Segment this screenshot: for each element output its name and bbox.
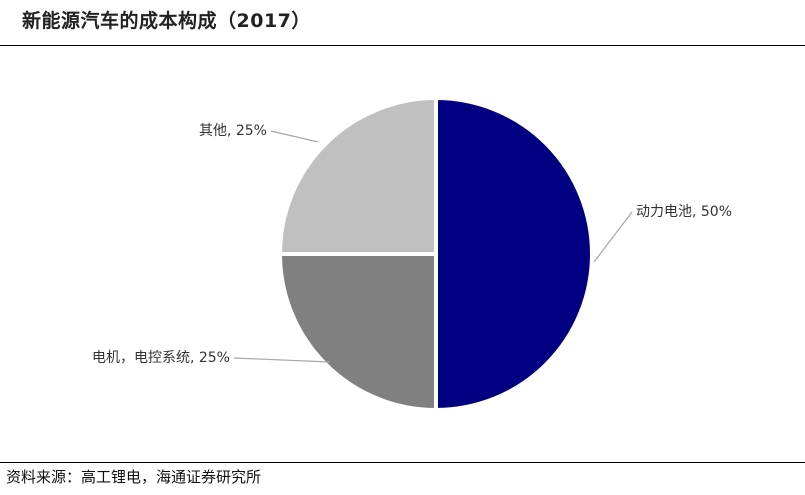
- pie-slices: [277, 95, 594, 413]
- leader-line-2: [233, 357, 331, 363]
- bottom-divider: [0, 462, 805, 463]
- slice-label-3: 其他, 25%: [199, 123, 267, 139]
- top-divider: [0, 45, 805, 46]
- slice-labels: 动力电池, 50% 电机，电控系统, 25% 其他, 25%: [92, 123, 732, 366]
- pie-slice-3: [277, 95, 438, 256]
- leader-line-3: [270, 130, 319, 143]
- leader-lines: [233, 130, 633, 363]
- slice-label-1: 动力电池, 50%: [636, 204, 732, 220]
- source-note: 资料来源：高工锂电，海通证券研究所: [6, 468, 262, 486]
- pie-slice-2: [277, 252, 438, 413]
- slice-label-2: 电机，电控系统, 25%: [92, 350, 230, 366]
- leader-line-1: [593, 211, 633, 263]
- pie-slice-1: [434, 95, 594, 413]
- chart-title: 新能源汽车的成本构成（2017）: [22, 10, 311, 32]
